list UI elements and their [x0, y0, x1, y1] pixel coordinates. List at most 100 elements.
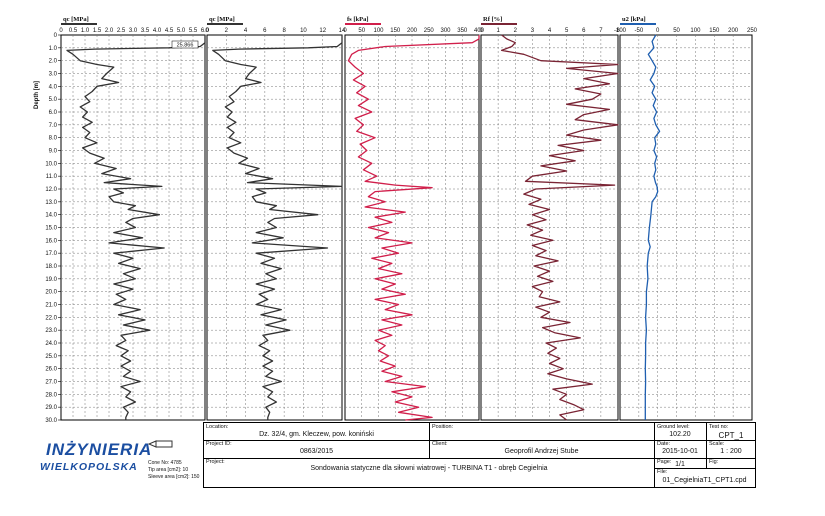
panel-tick-label: 8 — [616, 28, 620, 34]
panel-tick-label: 14 — [339, 28, 346, 34]
depth-tick-label: 21.0 — [45, 303, 57, 309]
panel-tick-label: 1.0 — [81, 28, 90, 34]
depth-tick-label: 25.0 — [45, 354, 57, 360]
date-label: Date: — [657, 441, 671, 447]
panel-tick-label: 4 — [548, 28, 552, 34]
depth-tick-label: 27.0 — [45, 380, 57, 386]
depth-tick-label: 1.0 — [49, 46, 58, 52]
panel-tick-label: 300 — [440, 28, 451, 34]
panel-tick-label: 6.0 — [201, 28, 210, 34]
depth-tick-label: 23.0 — [45, 328, 57, 334]
panel-tick-label: 100 — [373, 28, 384, 34]
depth-tick-label: 19.0 — [45, 277, 57, 283]
panel-tick-label: 4 — [244, 28, 248, 34]
panel-tick-label: 0 — [656, 28, 660, 34]
depth-tick-label: 5.0 — [49, 97, 58, 103]
depth-tick-label: 9.0 — [49, 149, 58, 155]
panel-tick-label: 350 — [457, 28, 468, 34]
location-label: Location: — [206, 424, 229, 430]
panel-tick-label: 400 — [474, 28, 485, 34]
panel-tick-label: 3.0 — [129, 28, 138, 34]
depth-tick-label: 18.0 — [45, 264, 57, 270]
panel-tick-label: 3.5 — [141, 28, 150, 34]
depth-tick-label: 14.0 — [45, 213, 57, 219]
ground-level-label: Ground level: — [657, 424, 690, 430]
panel-tick-label: 5 — [565, 28, 569, 34]
test-no-value: CPT_1 — [718, 431, 744, 440]
panel-tick-label: 1 — [496, 28, 500, 34]
panel-tick-label: 2.5 — [117, 28, 126, 34]
depth-axis-label: Depth [m] — [34, 81, 40, 109]
depth-tick-label: 29.0 — [45, 405, 57, 411]
page-value: 1/1 — [675, 461, 685, 468]
depth-tick-label: 22.0 — [45, 315, 57, 321]
sleeve-area: Sleeve area [cm2]: 150 — [148, 474, 200, 480]
depth-tick-label: 26.0 — [45, 367, 57, 373]
depth-tick-label: 24.0 — [45, 341, 57, 347]
depth-tick-label: 28.0 — [45, 392, 57, 398]
client-value: Geoprofil Andrzej Stube — [504, 448, 579, 455]
series-line — [500, 34, 619, 421]
series-line — [212, 35, 343, 420]
project-id-label: Project ID: — [206, 441, 232, 447]
panel-tick-label: 200 — [728, 28, 739, 34]
company-logo-line1: INŻYNIERIA — [46, 440, 153, 459]
test-no-label: Test no: — [709, 424, 729, 430]
panel-tick-label: 0 — [343, 28, 347, 34]
panel-tick-label: 150 — [390, 28, 401, 34]
panel-title: Rf [%] — [483, 16, 502, 23]
depth-tick-label: 6.0 — [49, 110, 58, 116]
file-value: 01_CegielniaT1_CPT1.cpd — [662, 477, 747, 484]
panel-title: qc [MPa] — [63, 16, 89, 23]
scale-label: Scale: — [709, 441, 725, 447]
panel-tick-label: 50 — [673, 28, 680, 34]
panel-tick-label: 200 — [407, 28, 418, 34]
title-block: Location: Dz. 32/4, gm. Kleczew, pow. ko… — [203, 422, 756, 488]
page-label: Page: — [657, 459, 672, 465]
depth-tick-label: 7.0 — [49, 123, 58, 129]
depth-tick-label: 0 — [54, 33, 58, 39]
clip-label: 25.866 — [177, 43, 194, 49]
series-line — [644, 34, 661, 420]
panel-tick-label: 2 — [514, 28, 518, 34]
date-value: 2015-10-01 — [662, 448, 698, 455]
cone-number: Cone No: 4785 — [148, 460, 182, 466]
depth-tick-label: 16.0 — [45, 238, 57, 244]
panel-tick-label: 100 — [690, 28, 701, 34]
depth-tick-label: 30.0 — [45, 418, 57, 424]
client-label: Client: — [432, 441, 448, 447]
panel-tick-label: 250 — [424, 28, 435, 34]
project-id-value: 0863/2015 — [299, 448, 334, 455]
panel-tick-label: 1.5 — [93, 28, 102, 34]
panel-title: u2 [kPa] — [622, 16, 646, 23]
cone-icon — [148, 440, 173, 448]
panel-tick-label: 2 — [225, 28, 229, 34]
panel-tick-label: 0 — [59, 28, 63, 34]
depth-tick-label: 4.0 — [49, 84, 58, 90]
panel-tick-label: 12 — [319, 28, 326, 34]
depth-tick-label: 20.0 — [45, 290, 57, 296]
panel-tick-label: 8 — [282, 28, 286, 34]
panel-tick-label: 7 — [599, 28, 603, 34]
series-line — [347, 35, 480, 421]
panel-tick-label: 4.5 — [165, 28, 174, 34]
depth-tick-label: 12.0 — [45, 187, 57, 193]
depth-tick-label: 17.0 — [45, 251, 57, 257]
depth-tick-label: 8.0 — [49, 136, 58, 142]
file-label: File: — [657, 469, 668, 475]
panel-tick-label: 150 — [709, 28, 720, 34]
depth-tick-label: 15.0 — [45, 226, 57, 232]
panel-tick-label: -100 — [614, 28, 627, 34]
position-label: Position: — [432, 424, 454, 430]
depth-tick-label: 10.0 — [45, 161, 57, 167]
panel-tick-label: 3 — [531, 28, 535, 34]
panel-tick-label: 6 — [263, 28, 267, 34]
ground-level-value: 102.20 — [669, 431, 691, 438]
clip-label-box — [171, 40, 199, 49]
panel-title: qc [MPa] — [209, 16, 235, 23]
panel-tick-label: 250 — [747, 28, 758, 34]
tip-area: Tip area [cm2]: 10 — [148, 467, 189, 473]
panel-tick-label: 6 — [582, 28, 586, 34]
